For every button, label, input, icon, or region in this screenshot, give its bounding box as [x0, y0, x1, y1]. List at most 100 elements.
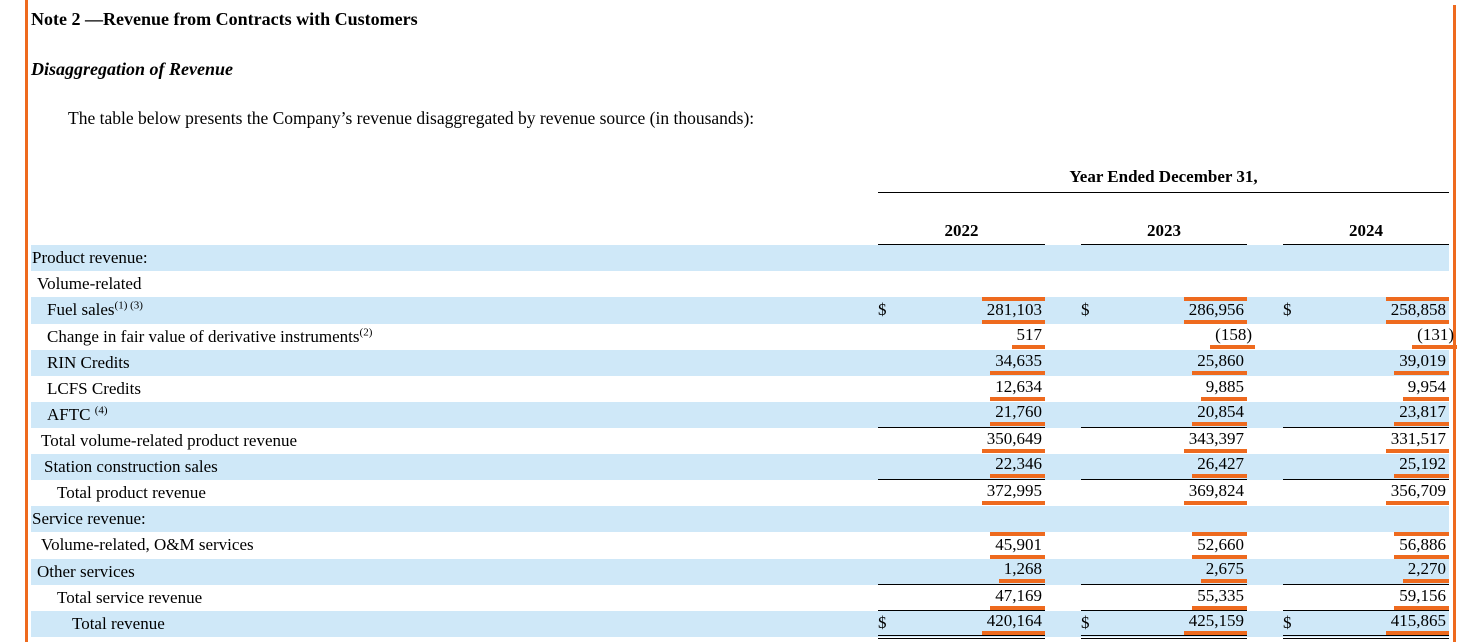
gap-cell: [1045, 350, 1081, 376]
table-row: Volume-related: [31, 271, 1449, 297]
spacer-cell: [31, 158, 878, 193]
gap-cell: [1247, 506, 1283, 532]
currency-cell: [878, 479, 900, 506]
value-cell: 25,192: [1305, 454, 1449, 480]
gap-cell: [1045, 506, 1081, 532]
table-row: Service revenue:: [31, 505, 1449, 532]
table-year-header-row: 2022 2023 2024: [31, 192, 1449, 245]
currency-cell: [1283, 506, 1305, 532]
gap-cell: [1247, 611, 1283, 638]
value-cell: 517: [900, 324, 1045, 350]
value-cell: [900, 506, 1045, 532]
currency-cell: [1081, 584, 1103, 611]
value-highlighted: 20,854: [1192, 403, 1247, 427]
value-cell: 47,169: [900, 584, 1045, 611]
row-label: Total volume-related product revenue: [41, 430, 298, 450]
row-label: RIN Credits: [47, 352, 130, 372]
gap-cell: [1045, 271, 1081, 297]
currency-cell: [878, 350, 900, 376]
currency-cell: [878, 427, 900, 454]
currency-cell: [1081, 454, 1103, 480]
value-cell: 415,865: [1305, 610, 1449, 639]
value-cell: [900, 245, 1045, 271]
value-cell: 23,817: [1305, 402, 1449, 428]
row-label: Station construction sales: [44, 456, 218, 476]
value-highlighted: 59,156: [1394, 586, 1449, 610]
value-highlighted: 415,865: [1385, 612, 1449, 635]
currency-cell: [878, 532, 900, 559]
value-highlighted: 258,858: [1385, 296, 1449, 324]
value-highlighted: 9,954: [1402, 377, 1449, 401]
gap-cell: [1045, 193, 1081, 245]
right-margin-rule: [1453, 5, 1456, 642]
table-row: Other services 1,268 2,675 2,270: [31, 558, 1449, 585]
currency-cell: [878, 402, 900, 428]
gap-cell: [1247, 532, 1283, 559]
value-cell: 281,103: [900, 296, 1045, 324]
value-cell: 59,156: [1305, 584, 1449, 611]
value-cell: 22,346: [900, 454, 1045, 480]
table-row: LCFS Credits 12,634 9,885 9,954: [31, 376, 1449, 402]
value-highlighted: 47,169: [990, 586, 1045, 610]
currency-cell: [878, 559, 900, 585]
value-highlighted: 45,901: [990, 531, 1045, 559]
value-highlighted: 55,335: [1192, 586, 1247, 610]
value-cell: (131): [1305, 324, 1457, 350]
currency-cell: $: [878, 610, 900, 639]
spacer-cell: [31, 193, 878, 245]
section-title: Disaggregation of Revenue: [31, 59, 233, 79]
value-highlighted: 56,886: [1394, 531, 1449, 559]
value-cell: [1305, 245, 1449, 271]
gap-cell: [1247, 559, 1283, 585]
currency-cell: [1283, 532, 1305, 559]
gap-cell: [1045, 454, 1081, 480]
value-highlighted: 517: [1011, 325, 1045, 349]
currency-cell: [1283, 350, 1305, 376]
value-cell: 2,270: [1305, 559, 1449, 585]
currency-cell: [1081, 532, 1103, 559]
row-label: Service revenue:: [32, 508, 146, 528]
row-label: LCFS Credits: [47, 378, 141, 398]
currency-cell: [1081, 402, 1103, 428]
currency-cell: [1081, 479, 1103, 506]
currency-cell: [878, 584, 900, 611]
value-cell: 2,675: [1103, 559, 1247, 585]
table-row: AFTC (4) 21,760 20,854 23,817: [31, 401, 1449, 428]
currency-cell: [1081, 506, 1103, 532]
value-cell: 39,019: [1305, 350, 1449, 376]
currency-cell: [878, 506, 900, 532]
value-cell: 350,649: [900, 427, 1045, 454]
gap-cell: [1247, 271, 1283, 297]
value-cell: 56,886: [1305, 531, 1449, 559]
currency-cell: [878, 454, 900, 480]
currency-cell: [1283, 376, 1305, 402]
row-label: Total revenue: [72, 613, 165, 633]
gap-cell: [1247, 585, 1283, 611]
value-highlighted: 21,760: [990, 403, 1045, 427]
note-title: Note 2 —Revenue from Contracts with Cust…: [31, 9, 418, 29]
value-cell: 52,660: [1103, 531, 1247, 559]
value-cell: 26,427: [1103, 454, 1247, 480]
table-row: Total product revenue 372,995 369,824 356,7…: [31, 479, 1449, 506]
currency-cell: $: [1081, 610, 1103, 639]
currency-cell: [1283, 402, 1305, 428]
row-label: Total service revenue: [57, 587, 203, 607]
gap-cell: [1045, 402, 1081, 428]
gap-cell: [1247, 245, 1283, 271]
currency-cell: [1081, 559, 1103, 585]
value-highlighted: 22,346: [990, 455, 1045, 479]
gap-cell: [1045, 611, 1081, 638]
gap-cell: [1045, 480, 1081, 506]
row-label: Other services: [37, 561, 135, 581]
intro-paragraph: The table below presents the Company’s r…: [68, 108, 755, 128]
currency-cell: [1283, 245, 1305, 271]
value-highlighted: 350,649: [981, 429, 1045, 453]
value-highlighted: 369,824: [1183, 481, 1247, 505]
value-highlighted: 420,164: [981, 612, 1045, 635]
value-highlighted: 425,159: [1183, 612, 1247, 635]
value-cell: [1305, 506, 1449, 532]
value-cell: 343,397: [1103, 427, 1247, 454]
value-highlighted: 9,885: [1200, 377, 1247, 401]
value-highlighted: 1,268: [998, 560, 1045, 584]
value-cell: 20,854: [1103, 402, 1247, 428]
